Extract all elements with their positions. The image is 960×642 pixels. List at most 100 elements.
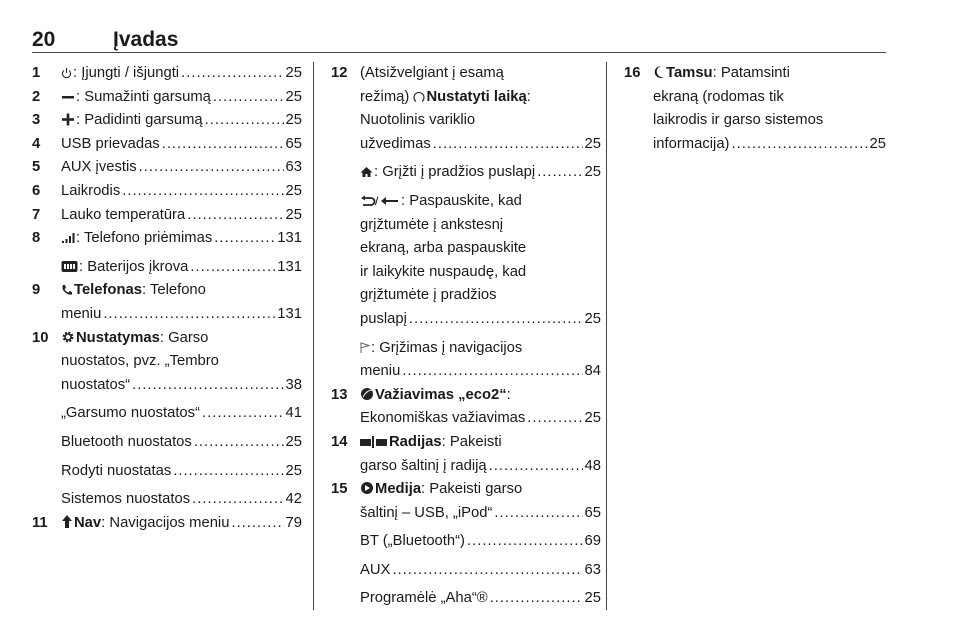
- index-entry[interactable]: 7 Lauko temperatūra 25: [32, 204, 302, 228]
- page-reference[interactable]: 25: [584, 590, 601, 607]
- entry-line: (Atsižvelgiant į esamą: [360, 62, 601, 86]
- entry-text: ekraną (rodomas tik: [653, 88, 784, 105]
- page-reference[interactable]: 25: [285, 462, 302, 479]
- entry-bold-label: Tamsu: [666, 65, 713, 81]
- page-reference[interactable]: 25: [285, 112, 302, 129]
- page-reference[interactable]: 25: [869, 135, 886, 152]
- index-entry[interactable]: 12 (Atsižvelgiant į esamą režimą) Nustatyt…: [331, 62, 601, 156]
- page-reference[interactable]: 25: [285, 206, 302, 223]
- page-reference[interactable]: 25: [285, 433, 302, 450]
- entry-text: Nuotolinis variklio: [360, 112, 476, 129]
- index-entry[interactable]: 8 : Telefono priėmimas 131: [32, 227, 302, 251]
- entry-line: režimą) Nustatyti laiką:: [360, 86, 601, 110]
- page-reference[interactable]: 84: [584, 363, 601, 380]
- index-entry[interactable]: 10 Nustatymas: Garso nuostatos, pvz. „Temb…: [32, 327, 302, 398]
- media-play-icon: [360, 481, 374, 495]
- entry-line: ekraną (rodomas tik: [653, 86, 886, 110]
- index-entry[interactable]: 15 Medija: Pakeisti garso šaltinį – USB, „…: [331, 478, 601, 525]
- entry-line: ekraną, arba paspauskite: [360, 237, 601, 261]
- entry-text: šaltinį – USB, „iPod“: [360, 504, 493, 521]
- index-entry[interactable]: 1: Įjungti / išjungti 25: [32, 62, 302, 86]
- index-entry[interactable]: AUX 63: [331, 559, 601, 583]
- page-reference[interactable]: 69: [584, 533, 601, 550]
- entry-text: Sistemos nuostatos: [61, 491, 191, 508]
- page-reference[interactable]: 25: [584, 310, 601, 327]
- index-entry[interactable]: 16 Tamsu: Patamsinti ekraną (rodomas tik la…: [624, 62, 886, 156]
- entry-bold-label: Medija: [375, 481, 422, 498]
- minus-icon: [61, 91, 75, 103]
- page-reference[interactable]: 63: [285, 159, 302, 176]
- index-entry[interactable]: : Grįžti į pradžios puslapį 25: [331, 161, 601, 185]
- dot-leader: [103, 303, 275, 327]
- index-entry[interactable]: 2: Sumažinti garsumą 25: [32, 86, 302, 110]
- dot-leader: [181, 62, 283, 86]
- index-entry[interactable]: /: Paspauskite, kad grįžtumėte į ankstesn…: [331, 190, 601, 332]
- page-reference[interactable]: 131: [277, 230, 302, 247]
- page-reference[interactable]: 25: [584, 164, 601, 181]
- page-reference[interactable]: 79: [285, 514, 302, 531]
- header-rule: [32, 52, 886, 53]
- page-reference[interactable]: 25: [285, 182, 302, 199]
- page-reference[interactable]: 42: [285, 491, 302, 508]
- index-entry[interactable]: : Baterijos įkrova 131: [32, 256, 302, 280]
- column-1: 1: Įjungti / išjungti 25 2: Sumažinti gars…: [32, 62, 302, 535]
- entry-text: (Atsižvelgiant į esamą: [360, 65, 504, 81]
- page-reference[interactable]: 25: [584, 410, 601, 427]
- dot-leader: [213, 86, 284, 110]
- index-entry[interactable]: 5 AUX įvestis 63: [32, 156, 302, 180]
- entry-text: meniu: [360, 363, 401, 380]
- entry-text: : Telefono priėmimas: [61, 227, 212, 251]
- index-entry[interactable]: 6 Laikrodis 25: [32, 180, 302, 204]
- index-entry[interactable]: 13 Važiavimas „eco2“: Ekonomiškas važiavim…: [331, 384, 601, 431]
- entry-text: informacija): [653, 135, 730, 152]
- page-reference[interactable]: 48: [584, 457, 601, 474]
- page-reference[interactable]: 38: [285, 376, 302, 393]
- index-entry[interactable]: Bluetooth nuostatos 25: [32, 431, 302, 455]
- entry-text: užvedimas: [360, 135, 431, 152]
- entry-number: 8: [32, 230, 41, 247]
- entry-line: meniu 84: [360, 360, 601, 384]
- entry-line: ir laikykite nuspaudę, kad: [360, 261, 601, 285]
- index-entry[interactable]: Programėlė „Aha“® 25: [331, 587, 601, 611]
- entry-text: laikrodis ir garso sistemos: [653, 112, 824, 129]
- page-reference[interactable]: 63: [584, 561, 601, 578]
- index-entry[interactable]: 14 Radijas: Pakeisti garso šaltinį į radij…: [331, 431, 601, 478]
- page-reference[interactable]: 65: [285, 135, 302, 152]
- entry-text: Lauko temperatūra: [61, 206, 186, 223]
- index-entry[interactable]: 9 Telefonas: Telefono meniu 131: [32, 279, 302, 326]
- index-entry[interactable]: 4 USB prievadas 65: [32, 133, 302, 157]
- entry-line: informacija) 25: [653, 133, 886, 157]
- entry-number: 14: [331, 433, 348, 450]
- entry-bold-label: Važiavimas „eco2“: [375, 386, 507, 403]
- page-reference[interactable]: 25: [285, 88, 302, 105]
- entry-line: laikrodis ir garso sistemos: [653, 109, 886, 133]
- entry-text: Tamsu: Patamsinti: [653, 62, 790, 86]
- entry-text: Nav: Navigacijos meniu: [61, 512, 229, 536]
- index-entry[interactable]: 11 Nav: Navigacijos meniu 79: [32, 512, 302, 536]
- dot-leader: [467, 530, 583, 554]
- index-entry[interactable]: 3: Padidinti garsumą 25: [32, 109, 302, 133]
- radio-icon: [360, 435, 388, 448]
- svg-text:/: /: [375, 195, 379, 207]
- entry-line: AUX įvestis 63: [61, 156, 302, 180]
- index-entry[interactable]: : Grįžimas į navigacijos meniu 84: [331, 337, 601, 384]
- entry-text: : Grįžimas į navigacijos: [360, 337, 522, 361]
- page-reference[interactable]: 41: [285, 405, 302, 422]
- page-reference[interactable]: 131: [277, 305, 302, 322]
- entry-number: 10: [32, 329, 49, 346]
- page-reference[interactable]: 25: [285, 65, 302, 81]
- page-reference[interactable]: 131: [277, 258, 302, 275]
- entry-line: nuostatos, pvz. „Tembro: [61, 350, 302, 374]
- index-entry[interactable]: „Garsumo nuostatos“ 41: [32, 402, 302, 426]
- dot-leader: [139, 156, 284, 180]
- dot-leader: [392, 559, 582, 583]
- entry-bold-label: Nav: [74, 514, 102, 531]
- index-entry[interactable]: Sistemos nuostatos 42: [32, 488, 302, 512]
- index-entry[interactable]: Rodyti nuostatas 25: [32, 460, 302, 484]
- entry-text: meniu: [61, 305, 102, 322]
- page-reference[interactable]: 25: [584, 135, 601, 152]
- index-entry[interactable]: BT („Bluetooth“) 69: [331, 530, 601, 554]
- entry-number: 5: [32, 159, 41, 176]
- page-reference[interactable]: 65: [584, 504, 601, 521]
- clock-icon: [413, 91, 425, 103]
